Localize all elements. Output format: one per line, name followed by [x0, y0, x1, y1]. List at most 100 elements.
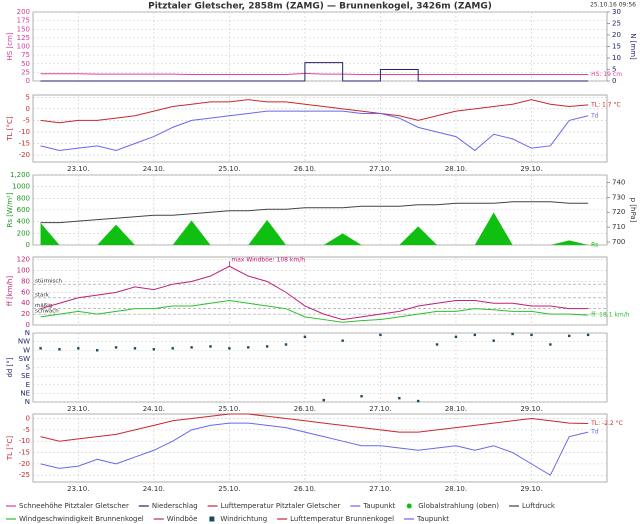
y-tick-label: 0: [26, 77, 30, 85]
y-tick-label: 175: [17, 17, 30, 25]
timestamp: 25.10.16 09:56: [590, 2, 636, 9]
y-tick-label: 600: [17, 206, 30, 214]
x-tick-label: 27.10.: [369, 405, 391, 413]
y-tick-label: 50: [21, 60, 30, 68]
x-tick-label: 27.10.: [369, 485, 391, 493]
y-tick-label: -15: [19, 140, 30, 148]
y-tick-label: SE: [21, 372, 30, 380]
point: [171, 347, 174, 350]
y-tick-label: S: [26, 364, 31, 372]
point: [322, 398, 325, 402]
point: [284, 343, 288, 346]
end-label: Td: [590, 112, 599, 119]
legend-label: Taupunkt: [416, 515, 449, 523]
x-tick-label: 25.10.: [218, 165, 240, 173]
legend-item: Luftdruck: [509, 502, 556, 510]
x-tick-label: 29.10.: [520, 405, 542, 413]
y-tick-label: 400: [17, 218, 30, 226]
point: [454, 335, 458, 339]
y-tick-label: -20: [19, 460, 30, 468]
x-tick-label: 23.10.: [67, 405, 89, 413]
legend-label: Globalstrahlung (oben): [418, 502, 499, 510]
y-tick-label: 25: [21, 68, 30, 76]
y2-tick-label: 0: [612, 77, 616, 85]
legend-item: Taupunkt: [350, 502, 396, 510]
point: [549, 343, 552, 346]
end-label: TL: 1.7 °C: [590, 101, 621, 108]
y2-tick-label: 740: [612, 178, 625, 186]
y-tick-label: -15: [19, 449, 30, 457]
point: [265, 345, 269, 348]
y-tick-label: 60: [21, 288, 30, 296]
x-tick-label: 29.10.: [520, 485, 542, 493]
y-tick-label: 125: [17, 34, 30, 42]
y-axis-title: TL [°C]: [6, 116, 14, 142]
point: [379, 333, 382, 337]
y2-tick-label: 700: [612, 238, 625, 246]
y-tick-label: 0: [26, 415, 30, 423]
legend-label: Taupunkt: [362, 502, 395, 510]
point: [95, 349, 99, 352]
y2-tick-label: 20: [612, 31, 621, 39]
y-tick-label: 40: [21, 299, 30, 307]
point: [586, 333, 590, 337]
x-tick-label: 26.10.: [294, 485, 316, 493]
legend-item: Niederschlag: [138, 502, 198, 510]
line: [40, 62, 589, 82]
line: [40, 413, 589, 442]
plot-area: [32, 174, 608, 246]
plot-area: [32, 256, 608, 326]
x-tick-label: 26.10.: [294, 165, 316, 173]
x-tick-label: 24.10.: [143, 485, 165, 493]
y2-tick-label: 30: [612, 8, 621, 16]
y2-axis-title: p [hPa]: [629, 198, 637, 223]
legend-item: Taupunkt: [404, 515, 449, 523]
y-tick-label: NE: [20, 389, 30, 397]
point: [133, 347, 137, 350]
y2-tick-label: 10: [612, 54, 621, 62]
y-axis-title: ff [km/h]: [6, 276, 14, 306]
y-tick-label: 0: [26, 241, 30, 249]
end-label: ff: 18.1 km/h: [591, 312, 630, 319]
x-tick-label: 26.10.: [294, 405, 316, 413]
point: [492, 339, 495, 342]
point: [568, 334, 571, 338]
y-tick-label: 1000: [12, 183, 30, 191]
plot-area: [32, 332, 608, 403]
level-label: stark: [35, 292, 50, 298]
y-tick-label: 120: [17, 256, 30, 264]
legend-item: Globalstrahlung (oben): [406, 502, 499, 510]
x-tick-label: 23.10.: [67, 485, 89, 493]
end-label: HS: 19 cm: [591, 71, 622, 78]
x-tick-label: 25.10.: [218, 405, 240, 413]
end-label: Td: [590, 429, 599, 436]
y2-axis-title: N [mm]: [629, 33, 637, 60]
y-tick-label: -10: [19, 437, 30, 445]
point: [209, 345, 212, 348]
end-label: Rs: [591, 242, 598, 249]
line: [40, 201, 589, 224]
y-tick-label: 150: [17, 25, 30, 33]
x-tick-label: 27.10.: [369, 165, 391, 173]
x-tick-label: 24.10.: [143, 165, 165, 173]
y-tick-label: 200: [17, 229, 30, 237]
legend-item: Windrichtung: [209, 515, 267, 523]
point: [39, 347, 42, 350]
y2-tick-label: 710: [612, 223, 625, 231]
legend-label: Windböe: [167, 515, 198, 523]
y-tick-label: 100: [17, 43, 30, 51]
y-tick-label: N: [25, 329, 30, 337]
legend-label: Windrichtung: [220, 515, 267, 523]
y-tick-label: 20: [21, 310, 30, 318]
point: [511, 332, 514, 336]
title: Pitztaler Gletscher, 2858m (ZAMG) — Brun…: [148, 2, 492, 12]
x-tick-label: 28.10.: [445, 405, 467, 413]
legend-item: Windböe: [153, 515, 198, 523]
line: [40, 99, 589, 124]
y-tick-label: 75: [21, 51, 30, 59]
point: [77, 347, 80, 350]
y-axis-title: TL [°C]: [6, 436, 14, 462]
y-tick-label: 200: [17, 8, 30, 16]
point: [473, 333, 477, 337]
